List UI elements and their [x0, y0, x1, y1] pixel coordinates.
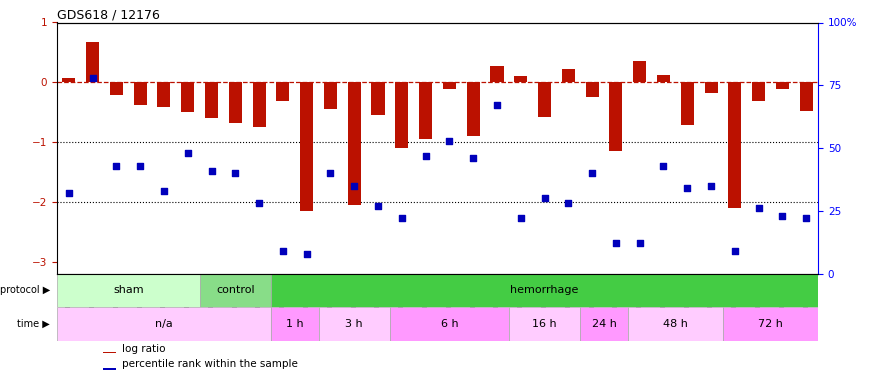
- Bar: [276, 82, 290, 101]
- Bar: [490, 66, 503, 82]
- Point: [276, 248, 290, 254]
- Text: 24 h: 24 h: [592, 319, 617, 329]
- Text: time ▶: time ▶: [18, 319, 50, 329]
- Text: GDS618 / 12176: GDS618 / 12176: [57, 8, 160, 21]
- Bar: [443, 82, 456, 90]
- Bar: [681, 82, 694, 125]
- Bar: [728, 82, 741, 208]
- Point: [157, 188, 171, 194]
- Bar: [62, 78, 75, 82]
- Bar: [752, 82, 766, 101]
- Bar: [134, 82, 147, 105]
- Bar: [324, 82, 337, 109]
- Text: 16 h: 16 h: [532, 319, 556, 329]
- Point: [371, 203, 385, 209]
- Bar: [271, 307, 318, 340]
- Bar: [181, 82, 194, 112]
- Point: [466, 155, 480, 161]
- Text: sham: sham: [113, 285, 144, 296]
- Bar: [102, 368, 116, 370]
- Text: hemorrhage: hemorrhage: [510, 285, 578, 296]
- Point: [752, 206, 766, 212]
- Point: [395, 215, 409, 221]
- Point: [109, 163, 123, 169]
- Point: [299, 251, 313, 257]
- Bar: [538, 82, 551, 117]
- Bar: [300, 82, 313, 211]
- Point: [324, 170, 338, 176]
- Point: [656, 163, 670, 169]
- Point: [799, 215, 813, 221]
- Text: 3 h: 3 h: [346, 319, 363, 329]
- Text: n/a: n/a: [155, 319, 172, 329]
- Bar: [57, 307, 271, 340]
- Bar: [562, 69, 575, 82]
- Point: [609, 240, 623, 246]
- Bar: [723, 307, 818, 340]
- Point: [633, 240, 647, 246]
- Text: 72 h: 72 h: [758, 319, 783, 329]
- Bar: [580, 307, 628, 340]
- Bar: [347, 82, 360, 205]
- Text: 48 h: 48 h: [663, 319, 688, 329]
- Text: control: control: [216, 285, 255, 296]
- Bar: [57, 274, 200, 307]
- Point: [537, 195, 551, 201]
- Point: [252, 200, 266, 206]
- Bar: [158, 82, 171, 107]
- Bar: [776, 82, 789, 90]
- Bar: [271, 274, 818, 307]
- Bar: [800, 82, 813, 111]
- Bar: [102, 352, 116, 354]
- Point: [228, 170, 242, 176]
- Text: 6 h: 6 h: [441, 319, 458, 329]
- Bar: [390, 307, 509, 340]
- Bar: [372, 82, 385, 115]
- Point: [775, 213, 789, 219]
- Text: 1 h: 1 h: [286, 319, 304, 329]
- Bar: [585, 82, 598, 97]
- Point: [585, 170, 599, 176]
- Point: [443, 138, 457, 144]
- Bar: [704, 82, 717, 93]
- Bar: [228, 82, 242, 123]
- Bar: [253, 82, 266, 127]
- Bar: [318, 307, 390, 340]
- Bar: [419, 82, 432, 139]
- Bar: [109, 82, 123, 96]
- Bar: [200, 274, 271, 307]
- Bar: [634, 62, 647, 82]
- Point: [86, 75, 100, 81]
- Point: [514, 215, 528, 221]
- Bar: [86, 42, 99, 82]
- Text: percentile rank within the sample: percentile rank within the sample: [122, 360, 298, 369]
- Point: [205, 168, 219, 174]
- Point: [728, 248, 742, 254]
- Point: [133, 163, 147, 169]
- Bar: [466, 82, 480, 136]
- Bar: [657, 75, 670, 82]
- Bar: [509, 307, 580, 340]
- Point: [418, 153, 432, 159]
- Bar: [628, 307, 723, 340]
- Point: [490, 102, 504, 108]
- Text: log ratio: log ratio: [122, 344, 165, 354]
- Point: [680, 185, 694, 191]
- Point: [562, 200, 576, 206]
- Point: [704, 183, 718, 189]
- Bar: [514, 76, 528, 82]
- Point: [181, 150, 195, 156]
- Bar: [609, 82, 622, 151]
- Text: protocol ▶: protocol ▶: [0, 285, 50, 296]
- Bar: [396, 82, 409, 148]
- Point: [347, 183, 361, 189]
- Point: [62, 190, 76, 196]
- Bar: [205, 82, 218, 118]
